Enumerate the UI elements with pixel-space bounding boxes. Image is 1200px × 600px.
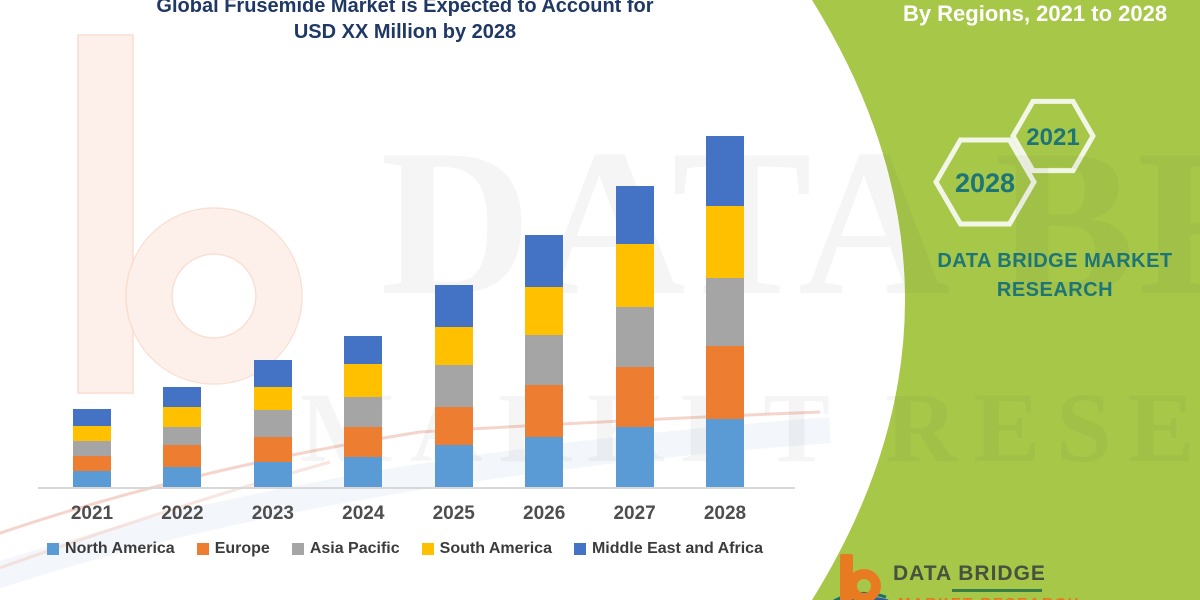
plot-area: 2021 2022 2023 2024 2025 2026 2027 2028 [38, 136, 795, 524]
footer-logo-icon [833, 554, 889, 600]
segment-south-america [706, 206, 744, 278]
segment-south-america [344, 364, 383, 397]
segment-south-america [525, 287, 564, 335]
legend-swatch-icon [291, 543, 304, 555]
brand-text: DATA BRIDGE MARKET RESEARCH [900, 247, 1200, 305]
segment-north-america [344, 457, 383, 487]
segment-south-america [163, 407, 202, 427]
segment-asia-pacific [615, 307, 654, 367]
bar-column-2025 [434, 285, 473, 487]
legend-label: Europe [214, 540, 270, 557]
hexagon-2021-label: 2021 [1026, 124, 1080, 151]
segment-north-america [525, 437, 564, 487]
segment-north-america [73, 471, 111, 487]
legend-item-europe: Europe [196, 540, 270, 558]
segment-europe [253, 437, 292, 462]
segment-asia-pacific [163, 427, 202, 445]
x-axis-label-2023: 2023 [251, 503, 294, 524]
chart-title-line1: Global Frusemide Market is Expected to A… [156, 0, 654, 17]
segment-asia-pacific [706, 278, 744, 346]
bar-column-2023 [253, 360, 292, 487]
segment-south-america [434, 327, 473, 365]
hexagon-2028-icon [933, 137, 1037, 227]
x-axis-label-2025: 2025 [432, 503, 475, 524]
green-panel [812, 0, 1200, 600]
segment-middle-east-and-africa [434, 285, 473, 327]
bar-column-2026 [525, 235, 564, 487]
segment-south-america [615, 244, 654, 307]
segment-north-america [615, 427, 654, 487]
region-heading: By Regions, 2021 to 2028 [902, 1, 1168, 26]
x-axis-line [38, 487, 795, 489]
segment-north-america [706, 419, 744, 487]
hexagon-2028-label: 2028 [954, 168, 1016, 198]
legend-label: South America [439, 540, 552, 557]
segment-north-america [434, 445, 473, 487]
bar-column-2028 [706, 136, 744, 487]
bar-column-2024 [344, 336, 383, 487]
segment-middle-east-and-africa [615, 186, 654, 244]
x-axis-label-2024: 2024 [342, 503, 385, 524]
bar-column-2027 [615, 186, 654, 487]
hexagon-2021-icon [1010, 98, 1096, 174]
segment-asia-pacific [525, 335, 564, 385]
chart-legend: North America Europe Asia Pacific South Ame… [0, 540, 810, 558]
segment-europe [344, 427, 383, 457]
legend-swatch-icon [47, 543, 60, 555]
x-axis-label-2022: 2022 [161, 503, 204, 524]
segment-europe [615, 367, 654, 427]
chart-title: Global Frusemide Market is Expected to A… [95, 0, 715, 45]
legend-item-asia-pacific: Asia Pacific [291, 540, 400, 558]
segment-europe [525, 385, 564, 437]
x-axis-label-2028: 2028 [703, 503, 747, 524]
segment-south-america [73, 426, 111, 441]
segment-middle-east-and-africa [73, 409, 111, 426]
legend-item-south-america: South America [421, 540, 552, 558]
x-axis-label-2027: 2027 [613, 503, 656, 524]
legend-label: Middle East and Africa [591, 540, 763, 557]
legend-swatch-icon [573, 543, 586, 555]
brand-text-line1: DATA BRIDGE MARKET [937, 250, 1173, 272]
chart-title-line2: USD XX Million by 2028 [293, 21, 517, 43]
segment-middle-east-and-africa [163, 387, 202, 407]
segment-asia-pacific [434, 365, 473, 407]
legend-swatch-icon [196, 543, 209, 555]
legend-label: North America [65, 540, 175, 557]
segment-south-america [253, 387, 292, 410]
legend-item-north-america: North America [47, 540, 175, 558]
footer-brand-name: DATA BRIDGE [893, 562, 1046, 585]
segment-europe [434, 407, 473, 445]
segment-middle-east-and-africa [525, 235, 564, 287]
segment-europe [706, 346, 744, 419]
bar-column-2021 [73, 409, 111, 487]
legend-item-middle-east-and-africa: Middle East and Africa [573, 540, 763, 558]
legend-swatch-icon [421, 543, 434, 555]
segment-europe [73, 456, 111, 471]
segment-asia-pacific [253, 410, 292, 437]
segment-middle-east-and-africa [706, 136, 744, 206]
segment-middle-east-and-africa [344, 336, 383, 364]
segment-north-america [253, 462, 292, 487]
segment-europe [163, 445, 202, 467]
bar-column-2022 [163, 387, 202, 487]
footer-brand-underline [952, 589, 1042, 592]
x-axis-label-2026: 2026 [523, 503, 566, 524]
segment-middle-east-and-africa [253, 360, 292, 387]
x-axis-label-2021: 2021 [70, 503, 114, 524]
segment-asia-pacific [73, 441, 111, 456]
brand-text-line2: RESEARCH [996, 279, 1114, 301]
legend-label: Asia Pacific [309, 540, 400, 557]
segment-asia-pacific [344, 397, 383, 427]
segment-north-america [163, 467, 202, 487]
footer-brand-sub: MARKET RESEARCH [898, 595, 1081, 600]
watermark-b-logo [77, 34, 303, 394]
